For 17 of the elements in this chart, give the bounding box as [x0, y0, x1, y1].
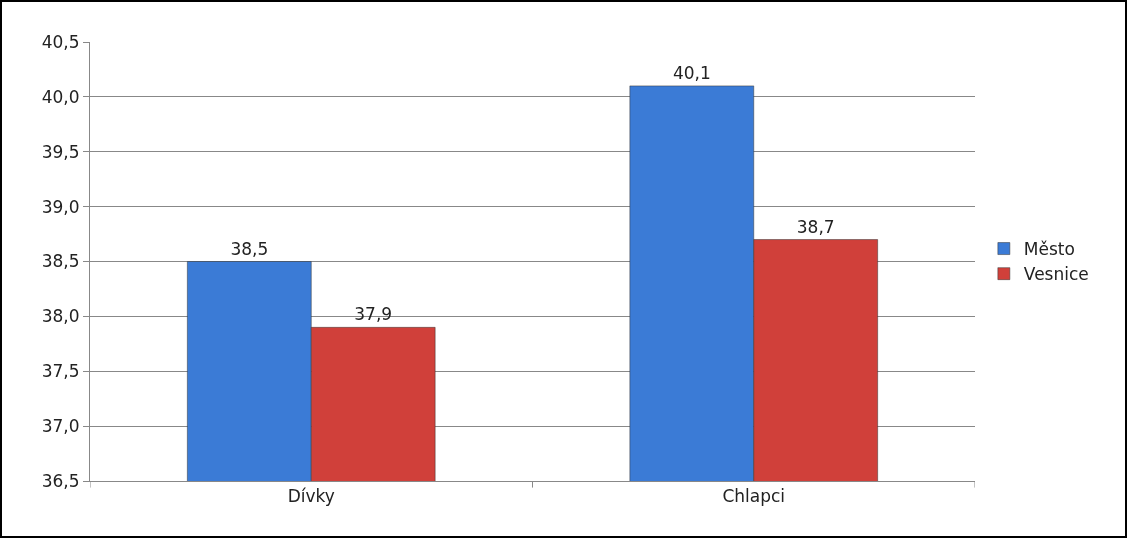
data-label: 37,9: [354, 304, 393, 325]
x-tick-label: Dívky: [287, 486, 335, 507]
legend-label: Vesnice: [1023, 264, 1089, 285]
y-tick-label: 37,0: [41, 416, 80, 437]
y-tick-label: 39,0: [41, 196, 80, 217]
y-tick-label: 40,0: [41, 86, 80, 107]
y-tick-label: 38,0: [41, 306, 80, 327]
x-tick-label: Chlapci: [722, 486, 786, 507]
data-label: 38,7: [796, 216, 835, 237]
legend-label: Město: [1023, 239, 1075, 260]
y-tick-label: 36,5: [41, 470, 80, 491]
y-tick-label: 37,5: [41, 361, 80, 382]
y-tick-label: 38,5: [41, 251, 80, 272]
y-tick-label: 40,5: [41, 31, 80, 52]
y-tick-label: 39,5: [41, 141, 80, 162]
data-label: 38,5: [230, 238, 269, 259]
data-label: 40,1: [672, 62, 711, 83]
